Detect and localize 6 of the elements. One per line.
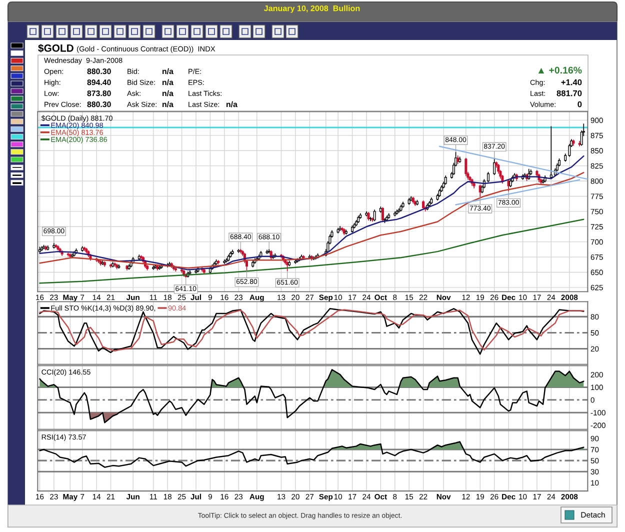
- text: 0: [578, 101, 582, 108]
- text: January 10, 2008 Bullion: [264, 5, 360, 13]
- text: 881.70: [556, 90, 582, 96]
- text: +1.40: [561, 79, 582, 86]
- text: $GOLD: [38, 44, 74, 52]
- text: ▲ +0.16%: [538, 66, 582, 74]
